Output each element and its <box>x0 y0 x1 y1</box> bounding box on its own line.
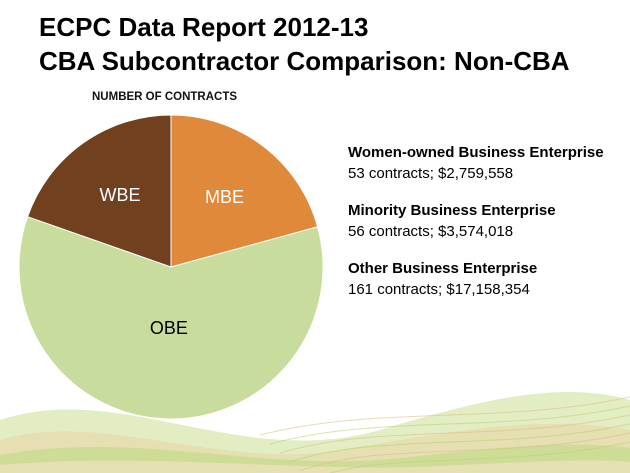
pie-slice-wbe <box>26 114 172 268</box>
title-line-1: ECPC Data Report 2012-13 <box>39 12 369 42</box>
legend-name-obe: Other Business Enterprise <box>348 260 538 277</box>
legend-detail-mbe: 56 contracts; $3,574,018 <box>348 223 514 240</box>
legend-detail-obe: 161 contracts; $17,158,354 <box>348 281 530 298</box>
pie-label-mbe: MBE <box>205 187 244 207</box>
legend-detail-wbe: 53 contracts; $2,759,558 <box>348 165 514 182</box>
pie-slice-obe <box>18 216 324 420</box>
title-line-2: CBA Subcontractor Comparison: Non-CBA <box>39 46 570 76</box>
pie-label-obe: OBE <box>150 318 188 338</box>
legend-name-wbe: Women-owned Business Enterprise <box>348 144 604 161</box>
legend: Women-owned Business Enterprise 53 contr… <box>348 142 618 316</box>
pie-slice-mbe <box>170 114 319 268</box>
title-block: ECPC Data Report 2012-13 CBA Subcontract… <box>39 10 619 78</box>
pie-label-wbe: WBE <box>99 185 140 205</box>
chart-title: NUMBER OF CONTRACTS <box>92 91 238 103</box>
legend-item-obe: Other Business Enterprise 161 contracts;… <box>348 258 618 300</box>
legend-item-wbe: Women-owned Business Enterprise 53 contr… <box>348 142 618 184</box>
legend-name-mbe: Minority Business Enterprise <box>348 202 556 219</box>
legend-item-mbe: Minority Business Enterprise 56 contract… <box>348 200 618 242</box>
